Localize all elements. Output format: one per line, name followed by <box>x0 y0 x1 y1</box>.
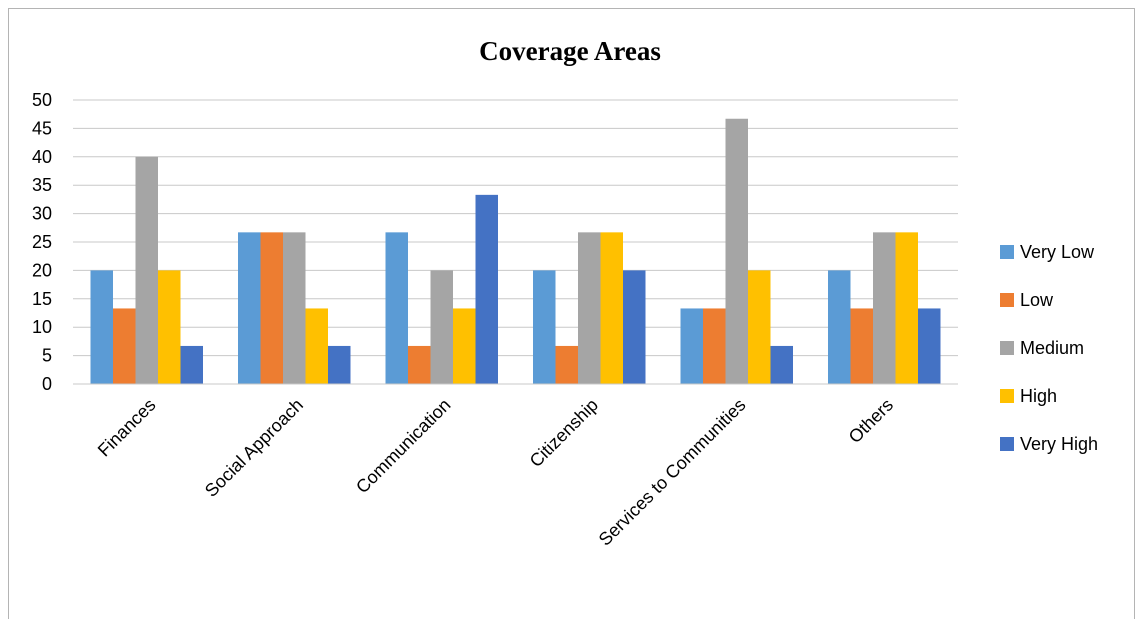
bar-high <box>453 308 476 384</box>
bar-medium <box>430 270 453 384</box>
legend-label: Low <box>1020 290 1054 310</box>
y-axis-ticks: 0 5 10 15 20 25 30 35 40 45 50 <box>32 90 52 394</box>
x-tick-label: Others <box>845 395 897 447</box>
gridlines <box>73 99 958 357</box>
x-tick-label: Social Approach <box>201 395 307 501</box>
chart-frame <box>8 8 1135 619</box>
bar-low <box>260 232 283 384</box>
y-tick-label: 0 <box>42 374 52 394</box>
bar-low <box>408 345 431 384</box>
bar-high <box>895 232 918 384</box>
legend: Very Low Low Medium High Very High <box>1000 242 1098 454</box>
y-tick-label: 10 <box>32 317 52 337</box>
bar-low <box>703 308 726 384</box>
legend-swatch <box>1000 437 1014 451</box>
legend-swatch <box>1000 293 1014 307</box>
y-tick-label: 35 <box>32 175 52 195</box>
bar-medium <box>873 232 896 384</box>
bar-low <box>113 308 136 384</box>
x-axis-ticks: Finances Social Approach Communication Citi… <box>94 395 897 550</box>
bar-high <box>305 308 328 384</box>
bar-high <box>748 270 771 384</box>
y-tick-label: 45 <box>32 118 52 138</box>
bar-very-low <box>680 308 703 384</box>
bar-very-high <box>180 345 203 384</box>
legend-swatch <box>1000 341 1014 355</box>
chart-title: Coverage Areas <box>479 36 661 66</box>
x-tick-label: Finances <box>94 395 160 461</box>
bar-medium <box>725 118 748 384</box>
legend-label: High <box>1020 386 1057 406</box>
y-tick-label: 50 <box>32 90 52 110</box>
bar-high <box>600 232 623 384</box>
y-tick-label: 30 <box>32 204 52 224</box>
bar-very-high <box>918 308 941 384</box>
bar-medium <box>283 232 306 384</box>
bar-very-low <box>90 270 113 384</box>
y-tick-label: 15 <box>32 289 52 309</box>
bar-very-high <box>770 345 793 384</box>
bar-very-high <box>328 345 351 384</box>
bar-very-low <box>385 232 408 384</box>
legend-label: Very Low <box>1020 242 1095 262</box>
bar-very-low <box>238 232 261 384</box>
legend-swatch <box>1000 389 1014 403</box>
x-tick-label: Citizenship <box>526 395 602 471</box>
x-tick-label: Services to Communities <box>595 395 750 550</box>
legend-swatch <box>1000 245 1014 259</box>
bar-very-high <box>623 270 646 384</box>
y-tick-label: 20 <box>32 260 52 280</box>
y-tick-label: 25 <box>32 232 52 252</box>
bar-very-high <box>475 194 498 384</box>
bars <box>90 118 941 384</box>
bar-low <box>555 345 578 384</box>
legend-label: Very High <box>1020 434 1098 454</box>
legend-label: Medium <box>1020 338 1084 358</box>
bar-high <box>158 270 181 384</box>
y-tick-label: 40 <box>32 147 52 167</box>
bar-low <box>850 308 873 384</box>
bar-medium <box>578 232 601 384</box>
x-tick-label: Communication <box>352 395 455 498</box>
bar-very-low <box>828 270 851 384</box>
bar-very-low <box>533 270 556 384</box>
y-tick-label: 5 <box>42 346 52 366</box>
bar-medium <box>135 156 158 384</box>
